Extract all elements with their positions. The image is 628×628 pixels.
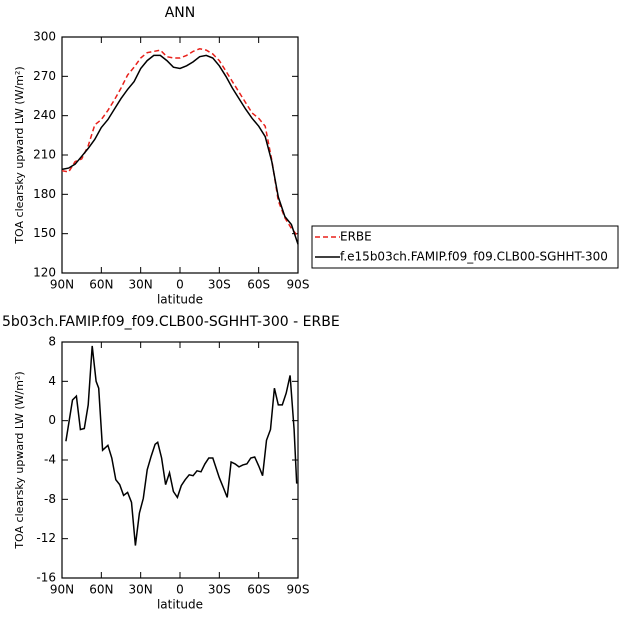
data-line (61, 54, 299, 245)
legend-label: f.e15b03ch.FAMIP.f09_f09.CLB00-SGHHT-300 (340, 250, 608, 264)
x-tick-label: 30S (208, 278, 231, 292)
y-tick-label: -12 (36, 531, 56, 545)
plot-frame (61, 341, 299, 579)
x-tick-label: 0 (176, 278, 184, 292)
y-axis-label: TOA clearsky upward LW (W/m²) (13, 66, 26, 244)
legend-label: ERBE (340, 230, 372, 244)
x-tick-label: 60N (89, 278, 113, 292)
y-tick-label: 240 (33, 108, 56, 122)
y-axis-label: TOA clearsky upward LW (W/m²) (13, 371, 26, 549)
y-tick-label: 300 (33, 30, 56, 44)
legend-box (311, 225, 619, 269)
y-tick-label: 8 (48, 335, 56, 349)
y-tick-label: 4 (48, 374, 56, 388)
y-tick-label: -8 (44, 492, 56, 506)
y-tick-label: -4 (44, 453, 56, 467)
x-tick-label: 60N (89, 583, 113, 597)
x-tick-label: 90S (287, 278, 310, 292)
y-tick-label: 180 (33, 187, 56, 201)
data-line (61, 48, 299, 237)
y-tick-label: 0 (48, 413, 56, 427)
x-tick-label: 30N (129, 583, 153, 597)
x-tick-label: 90N (50, 583, 74, 597)
x-tick-label: 0 (176, 583, 184, 597)
chart-title: ANN (165, 5, 196, 21)
plot-frame (61, 36, 299, 274)
x-axis-label: latitude (157, 598, 203, 612)
y-tick-label: -16 (36, 571, 56, 585)
chart-title: 5b03ch.FAMIP.f09_f09.CLB00-SGHHT-300 - E… (2, 314, 340, 330)
x-tick-label: 90N (50, 278, 74, 292)
data-line (65, 345, 298, 546)
x-tick-label: 30S (208, 583, 231, 597)
y-tick-label: 120 (33, 266, 56, 280)
x-tick-label: 60S (247, 278, 270, 292)
x-tick-label: 90S (287, 583, 310, 597)
y-tick-label: 270 (33, 69, 56, 83)
x-axis-label: latitude (157, 293, 203, 307)
y-tick-label: 210 (33, 148, 56, 162)
x-tick-label: 30N (129, 278, 153, 292)
y-tick-label: 150 (33, 226, 56, 240)
x-tick-label: 60S (247, 583, 270, 597)
